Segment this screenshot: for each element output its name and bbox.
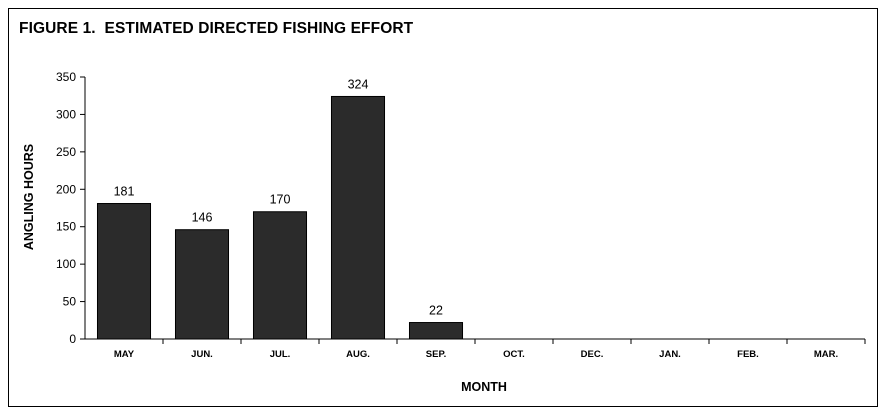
x-axis-label: MONTH <box>461 380 507 394</box>
bar-aug <box>330 95 386 340</box>
x-tick-label: MAR. <box>814 349 838 360</box>
y-axis-ticks: 0 50 100 150 200 250 300 350 <box>56 70 85 346</box>
bar-jul <box>252 211 308 340</box>
x-tick-label: JAN. <box>659 349 681 360</box>
x-tick-label: AUG. <box>346 349 370 360</box>
data-label: 324 <box>348 77 369 91</box>
y-tick-label: 250 <box>56 145 76 159</box>
y-tick-label: 150 <box>56 220 76 234</box>
y-tick-label: 50 <box>63 295 77 309</box>
bars <box>96 95 464 340</box>
chart-title: FIGURE 1. ESTIMATED DIRECTED FISHING EFF… <box>19 20 414 37</box>
x-axis-ticks: MAY JUN. JUL. AUG. SEP. OCT. DEC. JAN. FEB. MAR. <box>114 339 866 360</box>
y-axis-label: ANGLING HOURS <box>22 144 36 250</box>
y-tick-label: 300 <box>56 107 76 121</box>
data-label: 146 <box>192 211 213 225</box>
x-tick-label: MAY <box>114 349 135 360</box>
x-tick-label: OCT. <box>503 349 525 360</box>
x-tick-label: FEB. <box>737 349 759 360</box>
x-tick-label: JUN. <box>191 349 213 360</box>
data-label: 170 <box>270 193 291 207</box>
data-labels: 181 146 170 324 22 <box>114 77 443 317</box>
bar-sep <box>408 322 464 340</box>
y-tick-label: 350 <box>56 70 76 84</box>
x-tick-label: JUL. <box>270 349 291 360</box>
x-tick-label: SEP. <box>426 349 446 360</box>
bar-jun <box>174 229 230 340</box>
bar-may <box>96 203 152 340</box>
x-tick-label: DEC. <box>581 349 604 360</box>
data-label: 22 <box>429 304 443 318</box>
chart-frame <box>8 8 878 407</box>
y-tick-label: 0 <box>69 332 76 346</box>
y-tick-label: 100 <box>56 257 76 271</box>
data-label: 181 <box>114 185 135 199</box>
y-tick-label: 200 <box>56 182 76 196</box>
